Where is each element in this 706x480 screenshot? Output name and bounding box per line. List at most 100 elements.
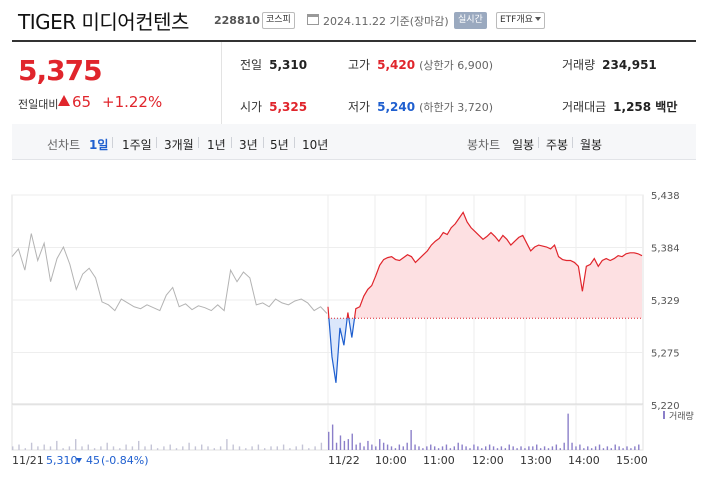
x-tick-label: 15:00 [616, 454, 648, 467]
down-triangle-icon [76, 458, 82, 463]
stat-label: 전일 [240, 58, 263, 72]
volume-bar [449, 448, 452, 450]
volume-bar [175, 448, 178, 450]
tab-5y[interactable]: 5년 [270, 138, 289, 152]
tab-daily[interactable]: 일봉 [512, 138, 535, 152]
volume-bar [622, 448, 624, 450]
volume-bar [469, 448, 471, 450]
volume-bar [606, 446, 609, 450]
chart-svg[interactable]: 5,438 5,384 5,329 5,275 5,220 거래량 11/21 11/22 1… [0, 160, 706, 480]
volume-bar [630, 448, 632, 450]
volume-bar [563, 442, 565, 450]
tab-weekly[interactable]: 주봉 [546, 138, 569, 152]
volume-bar [62, 448, 64, 450]
volume-bar [634, 446, 636, 450]
volume-bar [93, 448, 96, 450]
chart-tabs: 선차트 1일 1주일 3개월 1년 3년 5년 10년 봉차트 일봉 주봉 월봉 [12, 124, 696, 160]
tab-10y[interactable]: 10년 [302, 138, 329, 152]
line-chart-label: 선차트 [47, 138, 81, 152]
tab-1w[interactable]: 1주일 [122, 138, 152, 152]
volume-bar [106, 442, 108, 450]
tab-1d[interactable]: 1일 [89, 138, 109, 152]
previous-day-series [11, 233, 328, 314]
volume-bar [575, 446, 577, 450]
volume-bar [81, 446, 83, 450]
volume-bar [618, 446, 620, 450]
volume-bar [418, 446, 420, 450]
tab-separator [156, 137, 157, 148]
volume-bar [289, 448, 291, 450]
volume-bar [308, 448, 310, 450]
candle-chart-label: 봉차트 [467, 138, 501, 152]
volume-bar [485, 446, 487, 450]
volume-bar [125, 444, 127, 450]
tab-separator [538, 137, 539, 148]
volume-bar [75, 439, 77, 450]
stat-label: 거래대금 [562, 100, 607, 114]
volume-bar [112, 446, 115, 450]
tab-3y[interactable]: 3년 [239, 138, 258, 152]
volume-bar [508, 444, 510, 450]
volume-bar [335, 442, 338, 450]
volume-bar [602, 448, 605, 450]
x-tick-label: 13:00 [520, 454, 552, 467]
volume-legend-swatch [663, 411, 665, 419]
volume-bar [320, 442, 323, 450]
volume-bar [551, 446, 554, 450]
volume-bar [532, 446, 534, 450]
volume-bar [461, 444, 463, 450]
prev-change-percent: (-0.84%) [101, 454, 149, 467]
prev-change-amount: 45 [86, 454, 100, 467]
etf-overview-dropdown[interactable]: ETF개요 [496, 12, 545, 29]
stat-value: 5,325 [269, 100, 308, 114]
upper-limit: (상한가 6,900) [419, 59, 493, 72]
stat-low: 저가 5,240 (하한가 3,720) [348, 98, 493, 115]
volume-bar [567, 413, 569, 450]
volume-bar [433, 446, 436, 450]
prev-close-price: 5,310 [46, 454, 78, 467]
volume-bar [339, 435, 342, 450]
volume-bar [543, 446, 546, 450]
area-up [328, 212, 642, 319]
stat-open: 시가 5,325 [240, 98, 307, 115]
stat-volume: 거래량 234,951 [562, 56, 657, 73]
volume-bar [406, 442, 408, 450]
tab-3m[interactable]: 3개월 [164, 138, 194, 152]
volume-bar [590, 448, 593, 450]
x-tick-label: 14:00 [568, 454, 600, 467]
volume-bar [359, 442, 361, 450]
chevron-down-icon [534, 17, 541, 21]
tab-monthly[interactable]: 월봉 [580, 138, 603, 152]
stat-label: 시가 [240, 100, 263, 114]
volume-bar [638, 444, 640, 450]
as-of-date: 2024.11.22 기준(장마감) [323, 15, 449, 28]
volume-bar [536, 444, 538, 450]
volume-bar [559, 448, 561, 450]
volume-bar [504, 448, 507, 450]
volume-bar [119, 448, 121, 450]
x-tick-label: 12:00 [472, 454, 504, 467]
volume-bar [500, 446, 503, 450]
tab-1y[interactable]: 1년 [207, 138, 226, 152]
volume-bar [156, 448, 159, 450]
volume-bar [138, 440, 140, 450]
volume-bar [437, 448, 440, 450]
tab-separator [112, 137, 113, 148]
volume-bar [328, 431, 330, 450]
divider [221, 42, 222, 133]
etf-overview-label: ETF개요 [500, 15, 533, 25]
volume-bar [516, 448, 518, 450]
volume-bar [465, 446, 467, 450]
volume-legend: 거래량 [669, 410, 694, 422]
volume-bar [30, 442, 33, 450]
volume-bar [43, 444, 45, 450]
volume-bar [257, 444, 260, 450]
volume-bar [414, 444, 416, 450]
volume-bar [264, 448, 266, 450]
volume-bar [626, 446, 628, 450]
volume-bar [87, 444, 89, 450]
intraday-chart[interactable]: 5,438 5,384 5,329 5,275 5,220 거래량 11/21 11/22 1… [0, 160, 706, 480]
volume-bar [163, 446, 165, 450]
realtime-button[interactable]: 실시간 [454, 12, 487, 29]
volume-bar [343, 440, 346, 450]
